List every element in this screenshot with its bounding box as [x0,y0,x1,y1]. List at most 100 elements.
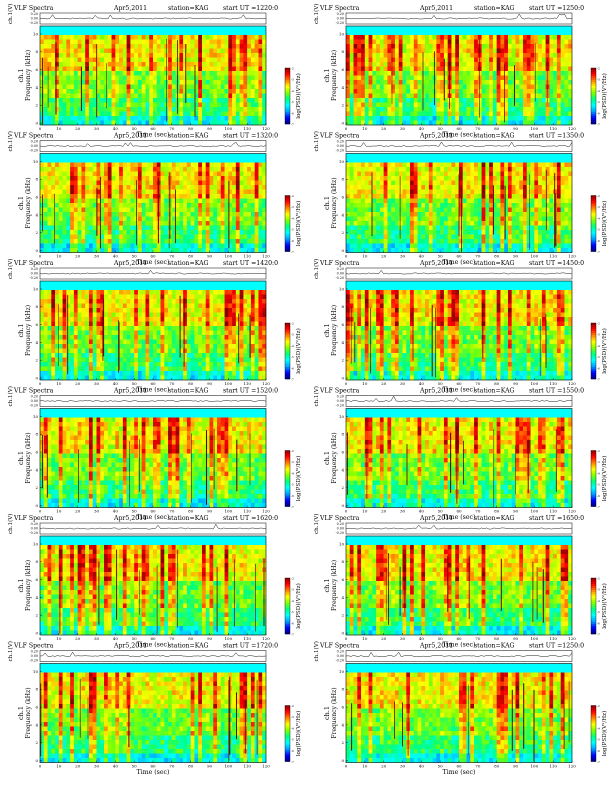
heatmap-cell [418,176,422,181]
heatmap-cell [508,167,512,172]
heatmap-cell [236,203,240,208]
heatmap-cell [89,248,93,253]
heatmap-cell [255,58,259,63]
heatmap-cell [112,163,116,168]
heatmap-cell [119,121,123,126]
heatmap-cell [221,35,225,40]
heatmap-cell [187,112,191,117]
heatmap-cell [40,244,44,249]
heatmap-cell [372,85,376,90]
heatmap-cell [138,107,142,112]
heatmap-cell [406,212,410,217]
heatmap-cell [523,203,527,208]
heatmap-cell [403,49,407,54]
heatmap-cell [115,230,119,235]
heatmap-cell [425,80,429,85]
heatmap-cell [357,107,361,112]
heatmap-cell [161,248,165,253]
heatmap-cell [115,112,119,117]
heatmap-cell [123,226,127,231]
heatmap-cell [145,80,149,85]
heatmap-cell [474,163,478,168]
heatmap-cell [213,49,217,54]
spectrogram-heatmap [40,154,266,253]
heatmap-cell [221,172,225,177]
heatmap-cell [534,121,538,126]
heatmap-cell [519,226,523,231]
heatmap-cell [210,167,214,172]
heatmap-cell [455,226,459,231]
heatmap-cell [210,244,214,249]
heatmap-cell [470,53,474,58]
heatmap-cell [474,167,478,172]
heatmap-cell [179,176,183,181]
heatmap-cell [123,67,127,72]
heatmap-cell [183,230,187,235]
heatmap-cell [206,53,210,58]
heatmap-cell [387,107,391,112]
heatmap-cell [489,67,493,72]
heatmap-cell [112,230,116,235]
panel-date-label: Apr5,2011 [419,133,453,140]
heatmap-cell [115,44,119,49]
heatmap-cell [74,194,78,199]
heatmap-cell [48,62,52,67]
heatmap-cell [74,217,78,222]
heatmap-cell [108,212,112,217]
heatmap-cell [243,244,247,249]
heatmap-cell [538,94,542,99]
heatmap-cell [357,58,361,63]
colorbar-swatch [591,104,596,106]
heatmap-cell [70,221,74,226]
heatmap-cell [561,230,565,235]
heatmap-cell [153,71,157,76]
heatmap-cell [104,44,108,49]
heatmap-cell [251,194,255,199]
heatmap-cell [429,172,433,177]
heatmap-cell [497,53,501,58]
colorbar-swatch [591,92,596,94]
heatmap-cell [403,181,407,186]
heatmap-cell [384,176,388,181]
heatmap-cell [561,185,565,190]
heatmap-cell [440,71,444,76]
heatmap-cell [369,44,373,49]
heatmap-cell [500,89,504,94]
heatmap-cell [387,185,391,190]
heatmap-cell [112,248,116,253]
heatmap-cell [191,208,195,213]
heatmap-cell [414,239,418,244]
heatmap-cell [467,226,471,231]
heatmap-cell [123,230,127,235]
heatmap-cell [70,116,74,121]
heatmap-cell [127,67,131,72]
heatmap-cell [74,163,78,168]
heatmap-cell [523,71,527,76]
heatmap-cell [93,94,97,99]
heatmap-cell [119,217,123,222]
freq-tick-label: 6 [341,67,344,72]
heatmap-cell [444,176,448,181]
heatmap-cell [546,107,550,112]
heatmap-cell [380,239,384,244]
heatmap-cell [403,212,407,217]
heatmap-cell [44,167,48,172]
heatmap-cell [104,167,108,172]
heatmap-cell [127,71,131,76]
heatmap-cell [240,230,244,235]
heatmap-cell [463,112,467,117]
heatmap-cell [210,239,214,244]
heatmap-cell [70,89,74,94]
heatmap-cell [183,221,187,226]
heatmap-cell [403,35,407,40]
heatmap-cell [455,230,459,235]
heatmap-cell [179,94,183,99]
heatmap-cell [63,185,67,190]
heatmap-cell [538,116,542,121]
heatmap-cell [104,239,108,244]
heatmap-cell [361,89,365,94]
heatmap-cell [403,121,407,126]
heatmap-cell [157,89,161,94]
colorbar-swatch [591,82,596,84]
heatmap-cell [176,239,180,244]
